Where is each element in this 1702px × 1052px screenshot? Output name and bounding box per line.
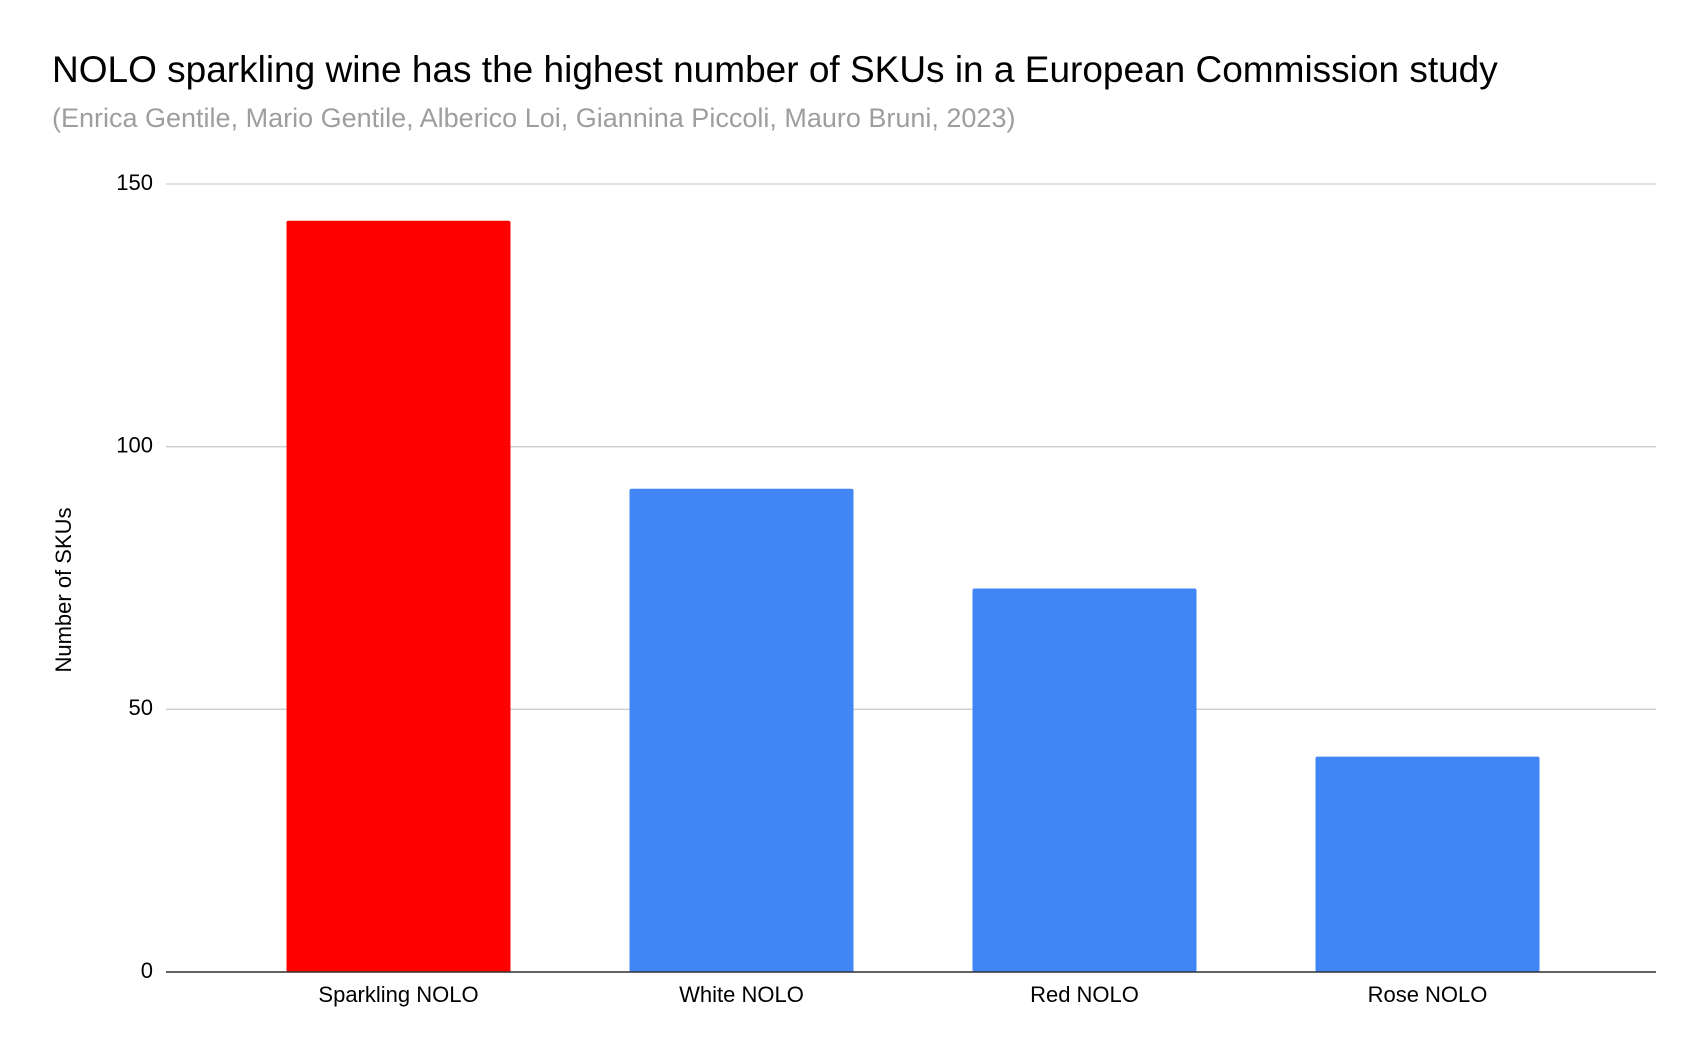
- bar: [972, 588, 1197, 972]
- x-tick-label: White NOLO: [679, 982, 804, 1007]
- y-tick-label: 50: [129, 695, 153, 720]
- x-tick-label: Red NOLO: [1030, 982, 1139, 1007]
- x-tick-label: Rose NOLO: [1368, 982, 1488, 1007]
- chart-subtitle: (Enrica Gentile, Mario Gentile, Alberico…: [52, 103, 1015, 133]
- y-tick-label: 150: [116, 170, 153, 195]
- chart-title: NOLO sparkling wine has the highest numb…: [52, 49, 1498, 90]
- bar: [286, 220, 511, 973]
- x-tick-label: Sparkling NOLO: [318, 982, 478, 1007]
- bar: [1315, 756, 1540, 972]
- bar: [629, 488, 854, 972]
- y-tick-label: 100: [116, 432, 153, 457]
- y-tick-label: 0: [141, 958, 153, 983]
- y-axis-label: Number of SKUs: [51, 507, 76, 672]
